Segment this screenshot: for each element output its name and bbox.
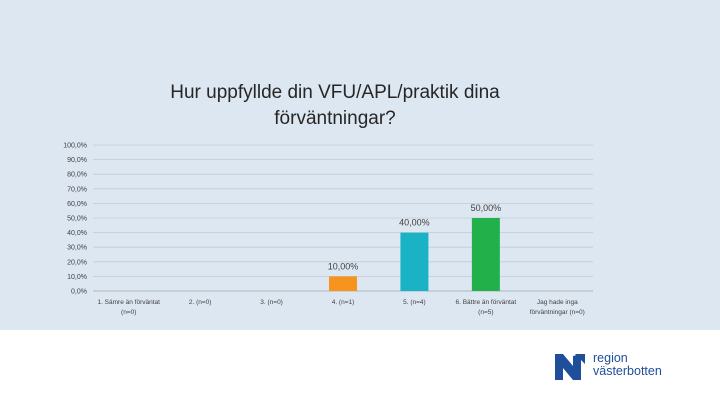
data-label: 10,00%	[328, 261, 359, 271]
logo-line-vasterbotten: västerbotten	[593, 364, 662, 378]
x-category-label: 6. Bättre än förväntat	[456, 299, 517, 306]
x-category-label: (n=0)	[121, 309, 136, 316]
region-vasterbotten-logo: region västerbotten	[553, 352, 703, 382]
logo-line-region: region	[593, 351, 628, 365]
chart-title: Hur uppfyllde din VFU/APL/praktik dina f…	[170, 82, 500, 129]
y-tick-label: 20,0%	[67, 259, 87, 266]
x-category-label: förväntningar (n=0)	[530, 309, 585, 316]
x-category-label: (n=5)	[478, 309, 493, 316]
y-tick-label: 90,0%	[67, 157, 87, 164]
data-label: 50,00%	[471, 203, 502, 213]
y-tick-label: 40,0%	[67, 230, 87, 237]
y-tick-label: 30,0%	[67, 245, 87, 252]
x-category-label: 1. Sämre än förväntat	[97, 299, 160, 306]
y-tick-label: 10,0%	[67, 274, 87, 281]
bar	[400, 232, 429, 291]
x-category-label: 5. (n=4)	[403, 299, 426, 306]
y-tick-label: 50,0%	[67, 216, 87, 223]
x-category-label: Jag hade inga	[537, 299, 578, 306]
x-category-label: 3. (n=0)	[260, 299, 283, 306]
y-tick-label: 100,0%	[63, 143, 87, 150]
x-category-label: 4. (n=1)	[332, 299, 355, 306]
slide-panel	[0, 0, 720, 330]
y-tick-label: 0,0%	[71, 289, 87, 296]
y-tick-label: 70,0%	[67, 186, 87, 193]
x-category-label: 2. (n=0)	[189, 299, 212, 306]
bar	[471, 218, 500, 291]
bar	[329, 276, 357, 291]
data-label: 40,00%	[399, 218, 430, 228]
y-tick-label: 80,0%	[67, 172, 87, 179]
logo-mark-icon	[555, 354, 585, 380]
bar-chart: 0,0% 10,0% 20,0% 30,0% 40,0% 50,0% 60,0% 70,0% 8…	[63, 143, 593, 316]
y-tick-label: 60,0%	[67, 201, 87, 208]
